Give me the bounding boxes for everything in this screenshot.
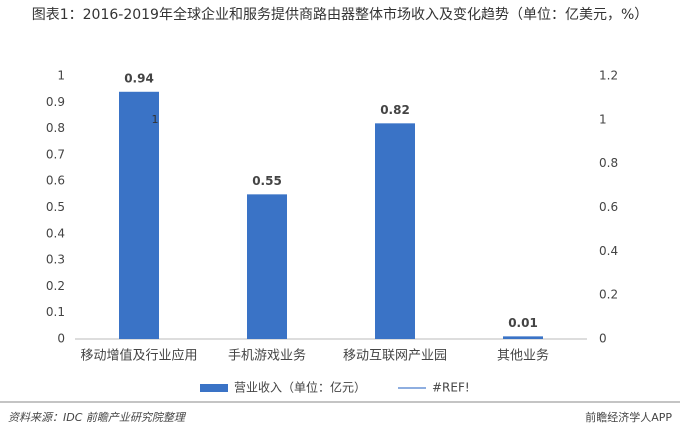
y-tick-label: 0.2 (46, 279, 65, 293)
y2-tick-label: 0.4 (599, 244, 618, 258)
y2-tick-label: 1 (599, 112, 607, 126)
y-tick-label: 0.9 (46, 95, 65, 109)
data-label: 0.82 (380, 103, 410, 117)
y-tick-label: 0.6 (46, 174, 65, 188)
legend-label: #REF! (432, 381, 470, 395)
y-tick-label: 0.8 (46, 121, 65, 135)
y2-tick-label: 0.6 (599, 200, 618, 214)
y-tick-label: 0.5 (46, 200, 65, 214)
data-label: 0.01 (508, 316, 538, 330)
legend-swatch (200, 384, 228, 392)
y2-tick-label: 0.2 (599, 288, 618, 302)
bar (247, 194, 287, 339)
x-tick-label: 手机游戏业务 (228, 348, 306, 364)
bar (375, 123, 415, 339)
bar (119, 91, 159, 339)
source: 资料来源：IDC 前瞻产业研究院整理 (8, 411, 187, 424)
x-tick-label: 移动互联网产业园 (343, 349, 447, 364)
legend-label: 营业收入（单位：亿元） (234, 380, 366, 395)
y-tick-label: 0.1 (46, 305, 65, 319)
data-label: 0.55 (252, 174, 282, 188)
y-tick-label: 0 (57, 332, 65, 346)
y2-tick-label: 0.8 (599, 156, 618, 170)
data-label: 1 (152, 113, 159, 126)
y2-tick-label: 1.2 (599, 69, 618, 83)
y-tick-label: 0.7 (46, 147, 65, 161)
data-label: 0.94 (124, 71, 154, 85)
y2-tick-label: 0 (599, 332, 607, 346)
x-tick-label: 其他业务 (497, 348, 549, 364)
bar (503, 336, 543, 339)
chart-title: 图表1：2016-2019年全球企业和服务提供商路由器整体市场收入及变化趋势（单… (31, 7, 649, 23)
y-tick-label: 0.3 (46, 253, 65, 267)
x-tick-label: 移动增值及行业应用 (80, 348, 197, 364)
y-tick-label: 0.4 (46, 226, 65, 240)
y-tick-label: 1 (57, 69, 65, 83)
footer: 前瞻经济学人APP (585, 410, 672, 424)
